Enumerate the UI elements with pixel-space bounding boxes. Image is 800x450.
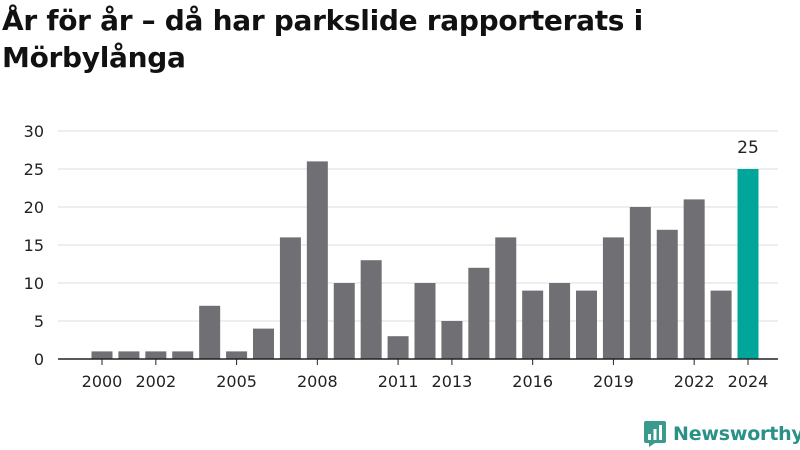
x-tick-label-2022: 2022: [674, 372, 715, 391]
y-tick-label-0: 0: [34, 350, 44, 369]
bar-2022: [683, 199, 705, 359]
y-tick-label-20: 20: [24, 198, 44, 217]
bar-2021: [656, 229, 678, 359]
data-label-2024: 25: [737, 138, 759, 158]
bar-2010: [360, 260, 382, 359]
y-tick-label-10: 10: [24, 274, 44, 293]
bar-2014: [468, 267, 490, 359]
newsworthy-logo[interactable]: Newsworthy: [643, 419, 800, 449]
x-tick-label-2002: 2002: [135, 372, 176, 391]
bar-2003: [172, 351, 194, 359]
bar-2008: [306, 161, 328, 359]
bar-2018: [576, 290, 597, 359]
bar-2007: [279, 237, 301, 359]
y-tick-label-5: 5: [34, 312, 44, 331]
bar-2009: [333, 283, 355, 359]
y-tick-label-15: 15: [24, 236, 44, 255]
y-tick-label-25: 25: [24, 160, 44, 179]
x-tick-label-2005: 2005: [216, 372, 257, 391]
x-tick-label-2000: 2000: [82, 372, 123, 391]
bar-2016: [522, 290, 544, 359]
x-tick-label-2024: 2024: [728, 372, 769, 391]
bar-2006: [253, 328, 274, 359]
x-tick-label-2008: 2008: [297, 372, 338, 391]
x-tick-label-2019: 2019: [593, 372, 634, 391]
chart-title: År för år – då har parkslide rapporterat…: [2, 4, 643, 74]
x-tick-label-2011: 2011: [378, 372, 419, 391]
y-axis-labels: 0 5 10 15 20 25 30: [24, 122, 44, 369]
bar-2023: [710, 290, 732, 359]
bar-2004: [199, 305, 221, 359]
bar-2002: [145, 351, 167, 359]
x-tick-label-2013: 2013: [432, 372, 473, 391]
bar-2012: [414, 283, 436, 359]
bar-2015: [495, 237, 517, 359]
bar-2013: [441, 321, 463, 359]
annotations: 25: [737, 138, 759, 158]
bar-2001: [118, 351, 140, 359]
newsworthy-logo-icon: [644, 421, 666, 447]
y-tick-label-30: 30: [24, 122, 44, 141]
x-axis: 2000 2002 2005 2008 2011 2013 2016 2019 2022 2024: [58, 358, 778, 391]
bar-2000: [91, 351, 113, 359]
bar-2019: [602, 237, 624, 359]
bar-2017: [549, 283, 571, 359]
x-tick-label-2016: 2016: [512, 372, 553, 391]
bar-2011: [387, 336, 409, 359]
brand-name: Newsworthy: [673, 423, 800, 445]
bar-2005: [226, 351, 248, 359]
bar-2020: [629, 207, 651, 359]
bars: [91, 161, 759, 359]
bar-2024: [737, 169, 759, 359]
